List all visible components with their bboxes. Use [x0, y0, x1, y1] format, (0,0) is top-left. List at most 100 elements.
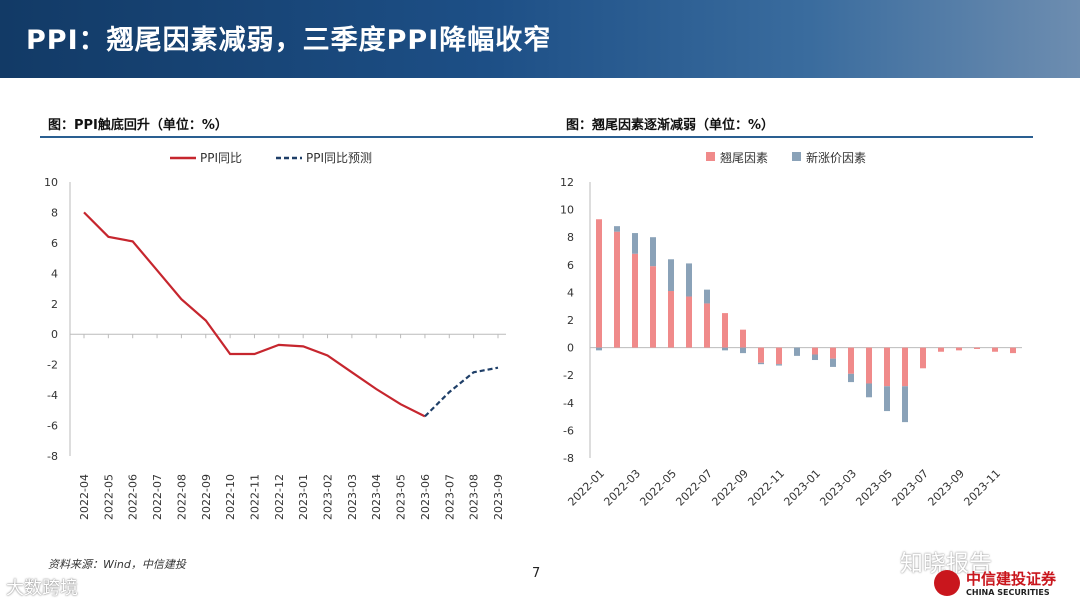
bar-1-15	[866, 383, 872, 398]
right-chart-title: 图：翘尾因素逐渐减弱（单位：%）	[566, 118, 775, 133]
bar-1-11	[794, 347, 800, 356]
bar-0-17	[902, 347, 908, 387]
bar-0-4	[668, 291, 674, 348]
x-tick-label-left-9: 2023-01	[297, 474, 310, 520]
page-title: PPI：翘尾因素减弱，三季度PPI降幅收窄	[26, 25, 552, 56]
bar-0-8	[740, 329, 746, 348]
y-tick-label-left-4: 2	[51, 298, 58, 311]
logo-mark-icon	[934, 570, 960, 596]
x-tick-label-left-0: 2022-04	[78, 474, 91, 520]
bar-0-13	[830, 347, 836, 359]
x-tick-label-left-13: 2023-05	[395, 474, 408, 520]
y-tick-label-right-5: 2	[567, 314, 574, 327]
x-tick-label-left-11: 2023-03	[346, 474, 359, 520]
bar-0-23	[1010, 347, 1016, 354]
bar-1-2	[632, 233, 638, 254]
y-tick-label-right-9: -6	[563, 424, 574, 437]
bar-0-9	[758, 347, 764, 363]
logo-text-cn: 中信建投证券	[966, 570, 1057, 588]
bar-1-0	[596, 347, 602, 351]
bar-0-6	[704, 303, 710, 348]
legend-label-forecast: PPI同比预测	[306, 151, 372, 165]
bar-1-7	[722, 347, 728, 351]
company-logo: 中信建投证券 CHINA SECURITIES	[934, 568, 1074, 602]
x-tick-label-left-10: 2023-02	[322, 474, 335, 520]
bar-1-8	[740, 347, 746, 354]
y-tick-label-right-7: -2	[563, 369, 574, 382]
left-chart-title: 图：PPI触底回升（单位：%）	[48, 118, 228, 133]
bar-0-18	[920, 347, 926, 369]
y-tick-label-left-9: -8	[47, 450, 58, 463]
x-tick-label-left-3: 2022-07	[151, 474, 164, 520]
x-tick-label-left-15: 2023-07	[443, 474, 456, 520]
logo-text-en: CHINA SECURITIES	[966, 588, 1050, 597]
source-note: 资料来源：Wind，中信建投	[48, 558, 186, 571]
y-tick-label-left-0: 10	[44, 176, 58, 189]
legend-swatch-new	[792, 152, 801, 161]
y-tick-label-left-1: 8	[51, 206, 58, 219]
bar-0-21	[974, 347, 980, 349]
legend-label-carryover: 翘尾因素	[720, 151, 768, 165]
x-tick-label-right-10: 2023-09	[925, 467, 967, 509]
x-tick-label-left-16: 2023-08	[468, 474, 481, 520]
y-tick-label-left-3: 4	[51, 267, 58, 280]
x-tick-label-right-11: 2023-11	[961, 467, 1003, 509]
x-tick-label-left-17: 2023-09	[492, 474, 505, 520]
x-tick-label-left-14: 2023-06	[419, 474, 432, 520]
x-tick-label-right-6: 2023-01	[781, 467, 823, 509]
bar-0-14	[848, 347, 854, 374]
title-divider	[40, 136, 1033, 138]
x-tick-label-left-2: 2022-06	[127, 474, 140, 520]
y-tick-label-right-10: -8	[563, 452, 574, 465]
x-tick-label-left-5: 2022-09	[200, 474, 213, 520]
x-tick-label-right-4: 2022-09	[709, 467, 751, 509]
x-tick-label-right-5: 2022-11	[745, 467, 787, 509]
bar-0-12	[812, 347, 818, 355]
series-line-0	[83, 211, 426, 418]
bar-1-12	[812, 354, 818, 361]
bar-1-10	[776, 364, 782, 366]
x-tick-label-left-8: 2022-12	[273, 474, 286, 520]
x-tick-label-right-1: 2022-03	[601, 467, 643, 509]
x-tick-label-right-7: 2023-03	[817, 467, 859, 509]
carryover-bar-chart: 121086420-2-4-6-82022-012022-032022-0520…	[560, 150, 1022, 509]
bar-0-10	[776, 347, 782, 365]
y-tick-label-left-7: -4	[47, 389, 58, 402]
series-line-1	[424, 366, 499, 418]
bar-0-0	[596, 219, 602, 348]
y-tick-label-right-0: 12	[560, 176, 574, 189]
bar-0-7	[722, 313, 728, 348]
y-tick-label-right-8: -4	[563, 397, 574, 410]
bar-0-20	[956, 347, 962, 351]
bar-1-9	[758, 362, 764, 365]
bar-0-15	[866, 347, 872, 384]
bar-1-16	[884, 386, 890, 412]
x-tick-label-left-7: 2022-11	[248, 474, 261, 520]
bar-1-1	[614, 226, 620, 232]
y-tick-label-right-1: 10	[560, 204, 574, 217]
x-tick-label-right-8: 2023-05	[853, 467, 895, 509]
bar-1-13	[830, 358, 836, 367]
bar-0-5	[686, 296, 692, 348]
header-banner: PPI：翘尾因素减弱，三季度PPI降幅收窄	[0, 0, 1080, 78]
x-tick-label-right-2: 2022-05	[637, 467, 679, 509]
y-tick-label-left-5: 0	[51, 328, 58, 341]
bar-0-16	[884, 347, 890, 387]
legend-label-ppi: PPI同比	[200, 151, 242, 165]
x-tick-label-right-0: 2022-01	[565, 467, 607, 509]
bar-1-3	[650, 237, 656, 267]
bar-0-3	[650, 266, 656, 348]
page-number: 7	[532, 566, 541, 581]
y-tick-label-left-2: 6	[51, 237, 58, 250]
legend-swatch-carryover	[706, 152, 715, 161]
x-tick-label-right-9: 2023-07	[889, 467, 931, 509]
y-tick-label-right-2: 8	[567, 231, 574, 244]
bar-0-22	[992, 347, 998, 352]
watermark-left: 大数跨境	[6, 578, 78, 599]
bar-1-5	[686, 263, 692, 297]
bar-1-17	[902, 386, 908, 423]
x-tick-label-left-4: 2022-08	[175, 474, 188, 520]
y-tick-label-left-6: -2	[47, 359, 58, 372]
bar-1-4	[668, 259, 674, 292]
y-tick-label-left-8: -6	[47, 420, 58, 433]
